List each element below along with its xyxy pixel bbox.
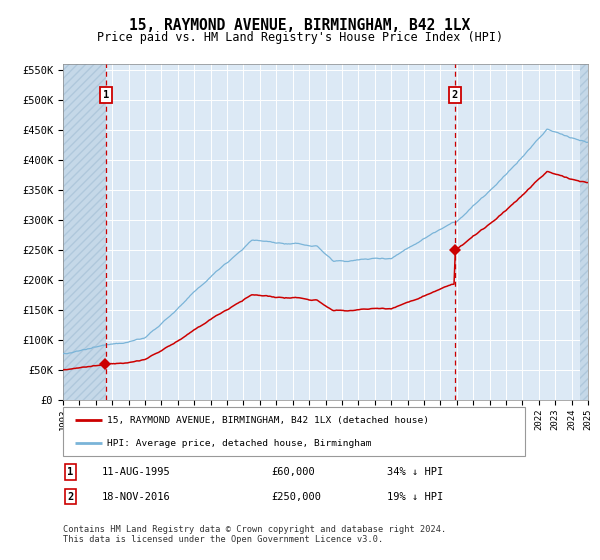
Text: 2: 2 (67, 492, 73, 502)
Text: HPI: Average price, detached house, Birmingham: HPI: Average price, detached house, Birm… (107, 438, 371, 447)
Text: 1: 1 (67, 467, 73, 477)
Text: 34% ↓ HPI: 34% ↓ HPI (386, 467, 443, 477)
Text: 15, RAYMOND AVENUE, BIRMINGHAM, B42 1LX (detached house): 15, RAYMOND AVENUE, BIRMINGHAM, B42 1LX … (107, 416, 429, 425)
Text: 19% ↓ HPI: 19% ↓ HPI (386, 492, 443, 502)
Text: 1: 1 (103, 90, 109, 100)
Text: £60,000: £60,000 (272, 467, 316, 477)
Bar (580, 64, 588, 400)
Text: 11-AUG-1995: 11-AUG-1995 (102, 467, 171, 477)
Text: 18-NOV-2016: 18-NOV-2016 (102, 492, 171, 502)
FancyBboxPatch shape (63, 407, 525, 456)
Text: 2: 2 (452, 90, 458, 100)
Text: Price paid vs. HM Land Registry's House Price Index (HPI): Price paid vs. HM Land Registry's House … (97, 31, 503, 44)
Text: 15, RAYMOND AVENUE, BIRMINGHAM, B42 1LX: 15, RAYMOND AVENUE, BIRMINGHAM, B42 1LX (130, 18, 470, 33)
Bar (63, 64, 106, 400)
Text: Contains HM Land Registry data © Crown copyright and database right 2024.
This d: Contains HM Land Registry data © Crown c… (63, 525, 446, 544)
Text: £250,000: £250,000 (272, 492, 322, 502)
